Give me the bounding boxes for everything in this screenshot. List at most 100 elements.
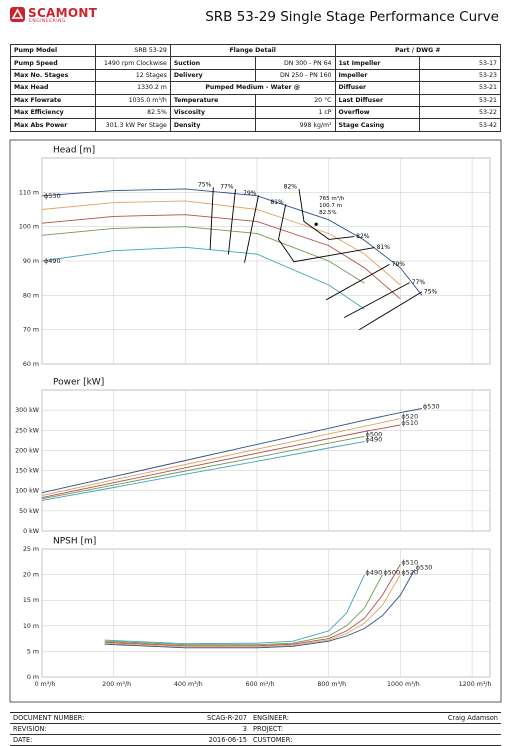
series-label: ϕ490 [366,569,383,577]
efficiency-label: 77% [412,279,426,286]
x-tick-label: 200 m³/h [102,681,131,688]
efficiency-label: 82% [356,233,370,240]
y-tick-label: 10 m [23,623,39,630]
y-tick-label: 150 kW [15,468,40,475]
efficiency-label: 75% [424,288,438,295]
series-label: ϕ500 [383,569,400,577]
table-row: REVISION: 3 PROJECT: [10,723,501,735]
efficiency-label: 75% [198,182,212,189]
table-row: Max Head 1330.2 m Pumped Medium - Water @ D… [10,81,501,95]
series-label: ϕ530 [423,403,440,411]
efficiency-line [209,187,423,331]
series-line [104,569,416,649]
efficiency-line [278,204,375,263]
logo-glyph [11,8,24,19]
efficiency-label: 79% [243,190,257,197]
bep-label: 82.5% [319,210,336,216]
table-cell: SRB 53-29 [94,43,171,58]
series-line [41,226,365,284]
y-tick-label: 25 m [23,546,39,553]
efficiency-label: 81% [377,244,391,251]
table-cell: Craig Adamson [380,712,501,724]
y-tick-label: 70 m [23,327,39,334]
series-label: ϕ520 [401,569,418,577]
table-cell: DOCUMENT NUMBER: [10,712,190,724]
x-tick-label: 600 m³/h [246,681,275,688]
y-tick-label: 100 m [19,224,39,231]
table-cell: 998 kg/m³ [254,118,336,132]
table-cell [380,734,501,746]
y-tick-label: 20 m [23,572,39,579]
spec-table: Pump Model SRB 53-29 Flange Detail Part / D… [10,43,501,132]
table-cell: Stage Casing [334,118,421,132]
series-line [41,188,423,296]
series-line [41,418,401,496]
table-cell: 301.3 kW Per Stage [94,118,171,132]
y-tick-label: 80 m [23,292,39,299]
y-tick-label: 100 kW [15,488,40,495]
bep-label: 765 m³/h [319,195,345,202]
efficiency-label: 81% [270,199,284,206]
y-tick-label: 200 kW [15,447,40,454]
series-label: ϕ500 [366,430,383,438]
series-label: ϕ510 [401,558,418,566]
table-cell: 3 [190,723,250,735]
plot-area [41,389,491,532]
y-tick-label: 0 m [27,674,39,681]
table-cell: Max Abs Power [10,118,96,132]
table-cell: REVISION: [10,723,190,735]
y-tick-label: 15 m [23,597,39,604]
series-line [104,574,401,648]
logo-text: SCAMONT [28,6,98,20]
chart-frame [9,139,502,703]
table-cell: SCAG-R-207 [190,712,250,724]
table-cell: ENGINEER: [250,712,380,724]
series-line [41,246,365,310]
x-tick-label: 1000 m³/h [387,681,420,688]
series-label: ϕ530 [416,563,433,571]
table-cell [380,723,501,735]
table-row: DOCUMENT NUMBER: SCAG-R-207 ENGINEER: Craig… [10,712,501,724]
series-line [104,564,401,647]
efficiency-label: 77% [220,184,234,191]
y-tick-label: 0 kW [23,528,40,535]
bep-label: 100.7 m [319,203,342,209]
chart-title: NPSH [m] [53,537,96,547]
table-row: Max Abs Power 301.3 kW Per Stage Density 99… [10,118,501,132]
y-tick-label: 60 m [23,361,39,368]
y-tick-label: 250 kW [15,427,40,434]
table-cell: CUSTOMER: [250,734,380,746]
series-line [41,435,365,500]
x-tick-label: 1200 m³/h [459,681,492,688]
table-cell: DATE: [10,734,190,746]
table-cell: PROJECT: [250,723,380,735]
table-cell: Part / DWG # [334,43,501,58]
efficiency-line [244,195,390,301]
series-line [41,441,365,501]
x-tick-label: 0 m³/h [35,681,56,688]
table-row: Max Efficiency 82.5% Viscosity 1 cP Overflow… [10,105,501,120]
table-row: DATE: 2016-06-15 CUSTOMER: [10,734,501,746]
series-label: ϕ490 [44,257,61,265]
y-tick-label: 90 m [23,258,39,265]
y-tick-label: 5 m [27,648,39,655]
table-row: Max Flowrate 1035.0 m³/h Temperature 20 °C L… [10,93,501,107]
efficiency-label: 79% [392,261,406,268]
series-line [41,214,401,300]
footer-table: DOCUMENT NUMBER: SCAG-R-207 ENGINEER: Craig… [10,712,501,746]
efficiency-line [227,189,410,318]
table-cell: 2016-06-15 [190,734,250,746]
table-row: Pump Model SRB 53-29 Flange Detail Part / D… [10,43,501,58]
series-line [41,424,401,499]
series-line [41,408,422,494]
series-label: ϕ510 [401,419,418,427]
table-cell: 53-42 [419,118,501,132]
y-tick-label: 110 m [19,189,39,196]
chart-title: Head [m] [53,146,95,156]
logo-icon [10,7,25,22]
table-cell: Flange Detail [169,43,336,58]
efficiency-label: 82% [284,184,298,191]
chart-title: Power [kW] [53,378,104,388]
